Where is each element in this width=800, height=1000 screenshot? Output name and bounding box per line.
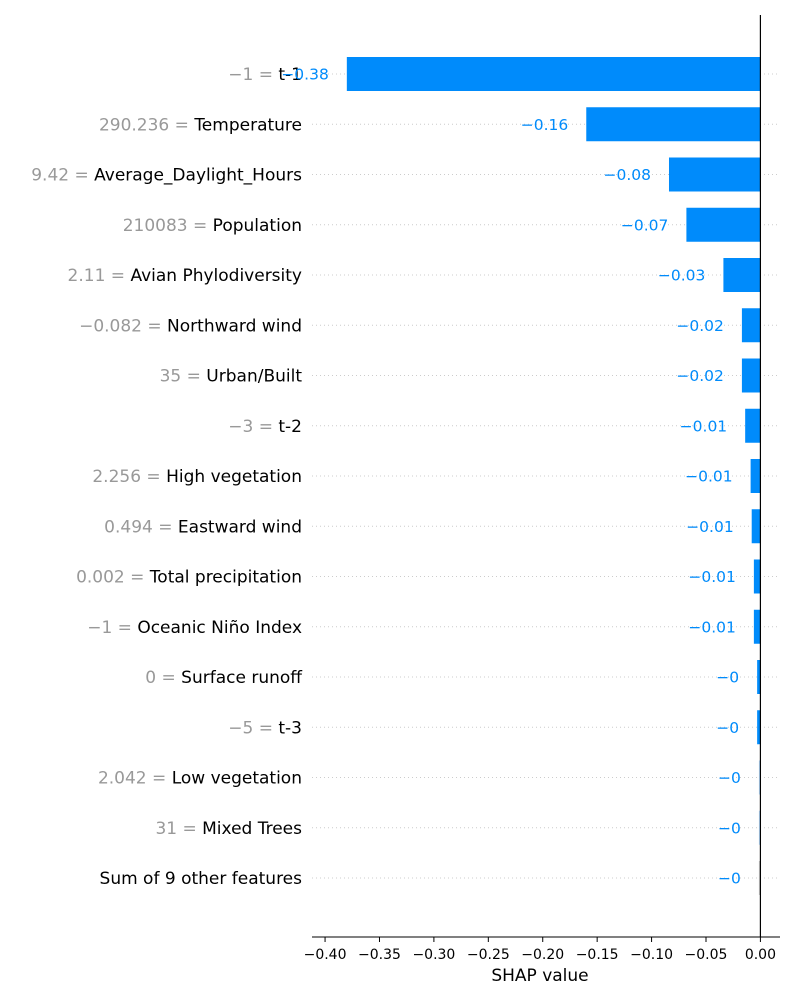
x-tick-label: −0.15 — [576, 947, 619, 963]
feature-label: 31 = Mixed Trees — [155, 819, 302, 839]
feature-value: 31 = — [155, 819, 202, 839]
feature-value: 9.42 = — [31, 166, 94, 186]
feature-value: 2.042 = — [98, 769, 172, 789]
feature-value: 210083 = — [123, 216, 213, 236]
data-label: −0.16 — [521, 116, 569, 134]
data-label: −0 — [716, 719, 739, 737]
feature-value: 2.256 = — [92, 467, 166, 487]
data-label: −0 — [718, 819, 741, 837]
data-label: −0 — [718, 769, 741, 787]
feature-name: t-1 — [278, 65, 302, 85]
bar — [741, 308, 761, 343]
data-label: −0.02 — [676, 317, 724, 335]
data-label: −0 — [718, 870, 741, 888]
axes: −0.40 −0.35 −0.30 −0.25 −0.20 −0.15 −0.10 −0.05… — [304, 15, 780, 963]
feature-name: Total precipitation — [149, 568, 302, 588]
feature-name: Surface runoff — [181, 668, 303, 688]
feature-value: 35 = — [160, 367, 207, 387]
feature-name: Urban/Built — [206, 367, 302, 387]
feature-label: 0.002 = Total precipitation — [76, 568, 302, 588]
data-label: −0.01 — [688, 568, 736, 586]
feature-label: −3 = t-2 — [228, 417, 302, 437]
feature-value: −3 = — [228, 417, 278, 437]
x-tick-label: −0.25 — [467, 947, 510, 963]
feature-label: 290.236 = Temperature — [99, 115, 302, 135]
bar — [758, 861, 761, 895]
data-label: −0.01 — [688, 618, 736, 636]
bar — [668, 157, 761, 192]
feature-value: −1 = — [87, 618, 137, 638]
feature-label: 2.256 = High vegetation — [92, 467, 302, 487]
x-tick-label: −0.05 — [685, 947, 728, 963]
feature-name: Sum of 9 other features — [100, 869, 303, 889]
feature-name: Eastward wind — [178, 517, 302, 537]
x-tick-label: −0.20 — [521, 947, 564, 963]
bar — [753, 609, 761, 644]
feature-value: −5 = — [228, 718, 278, 738]
feature-label: −1 = t-1 — [228, 65, 302, 85]
feature-value: 2.11 = — [68, 266, 131, 286]
feature-value: 0 = — [145, 668, 181, 688]
feature-name: Oceanic Niño Index — [137, 618, 302, 638]
bar — [346, 57, 761, 91]
bar — [723, 258, 761, 292]
feature-label: 0 = Surface runoff — [145, 668, 303, 688]
feature-value: 290.236 = — [99, 115, 194, 135]
data-label: −0.07 — [621, 216, 669, 234]
feature-name: Avian Phylodiversity — [130, 266, 302, 286]
data-label: −0.38 — [281, 66, 329, 84]
feature-name: Temperature — [193, 115, 302, 135]
data-labels: −0.38 −0.16 −0.08 −0.07 −0.03 −0.02 −0.02 −0.01… — [281, 66, 741, 888]
feature-value: 0.494 = — [104, 517, 178, 537]
feature-label: 2.042 = Low vegetation — [98, 769, 302, 789]
feature-name: Population — [213, 216, 302, 236]
feature-label: 0.494 = Eastward wind — [104, 517, 302, 537]
data-label: −0.08 — [603, 166, 651, 184]
feature-label: −1 = Oceanic Niño Index — [87, 618, 302, 638]
x-tick-label: −0.10 — [630, 947, 673, 963]
bar — [751, 509, 761, 544]
data-label: −0.03 — [658, 267, 706, 285]
x-tick-label: −0.30 — [412, 947, 455, 963]
bar — [745, 408, 761, 443]
data-label: −0 — [716, 669, 739, 687]
bar — [757, 660, 761, 694]
feature-value: −1 = — [228, 65, 278, 85]
data-label: −0.01 — [680, 417, 728, 435]
feature-name: Low vegetation — [172, 769, 302, 789]
feature-label: 210083 = Population — [123, 216, 302, 236]
x-tick-label: 0.00 — [745, 947, 776, 963]
feature-value: −0.082 = — [79, 316, 167, 336]
x-axis-title: SHAP value — [491, 966, 588, 986]
feature-name: Average_Daylight_Hours — [94, 166, 302, 186]
feature-value: 0.002 = — [76, 568, 150, 588]
feature-label: Sum of 9 other features — [100, 869, 303, 889]
data-label: −0.01 — [685, 468, 733, 486]
x-tick-label: −0.40 — [304, 947, 347, 963]
bars — [346, 57, 761, 895]
feature-label: 9.42 = Average_Daylight_Hours — [31, 166, 302, 186]
feature-name: Northward wind — [167, 316, 302, 336]
bar — [586, 107, 761, 142]
feature-name: Mixed Trees — [202, 819, 302, 839]
bar — [741, 358, 761, 393]
bar — [750, 459, 761, 493]
feature-label: 35 = Urban/Built — [160, 367, 303, 387]
feature-label: 2.11 = Avian Phylodiversity — [68, 266, 302, 286]
feature-name: High vegetation — [166, 467, 302, 487]
bar — [757, 710, 761, 745]
data-label: −0.02 — [676, 367, 724, 385]
bar — [758, 760, 761, 795]
feature-labels: −1 = t-1 290.236 = Temperature 9.42 = Aver… — [31, 65, 303, 889]
bar — [753, 559, 761, 594]
feature-label: −5 = t-3 — [228, 718, 302, 738]
data-label: −0.01 — [686, 518, 734, 536]
feature-name: t-2 — [278, 417, 302, 437]
feature-name: t-3 — [278, 718, 302, 738]
bar — [758, 810, 761, 845]
bar — [686, 207, 761, 242]
feature-label: −0.082 = Northward wind — [79, 316, 302, 336]
x-tick-label: −0.35 — [358, 947, 401, 963]
